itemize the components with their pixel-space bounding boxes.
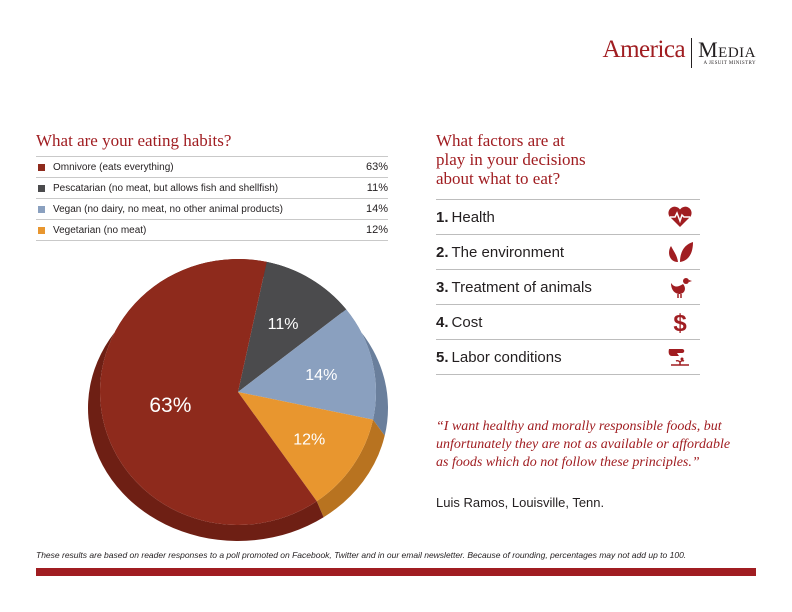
legend-label: Omnivore (eats everything) xyxy=(53,161,174,173)
factor-label: The environment xyxy=(451,243,565,261)
legend-swatch xyxy=(38,163,45,171)
legend-row: Vegetarian (no meat) 12% xyxy=(36,219,388,241)
factors-question-line: about what to eat? xyxy=(436,169,561,188)
factor-row: 5. Labor conditions xyxy=(436,339,700,375)
legend-row: Pescatarian (no meat, but allows fish an… xyxy=(36,177,388,198)
pie-legend: Omnivore (eats everything) 63% Pescatari… xyxy=(36,156,388,241)
pie-slice xyxy=(238,261,347,392)
pie-slice xyxy=(99,259,317,525)
factor-label: Cost xyxy=(451,313,483,331)
heart-pulse-icon xyxy=(660,206,700,228)
america-media-logo: America Media A JESUIT MINISTRY xyxy=(603,36,756,70)
factor-rank: 5. xyxy=(436,348,449,366)
bottom-rule xyxy=(36,568,756,576)
factor-label: Labor conditions xyxy=(451,348,562,366)
factor-row: 3. Treatment of animals xyxy=(436,269,700,304)
factor-rank: 3. xyxy=(436,278,449,296)
factor-row: 2. The environment xyxy=(436,234,700,269)
chicken-icon xyxy=(660,275,700,299)
factors-question-line: play in your decisions xyxy=(436,150,586,169)
reader-quote: “I want healthy and morally responsible … xyxy=(436,419,731,470)
pie-slice xyxy=(238,392,373,502)
factors-question-line: What factors are at xyxy=(436,131,565,150)
factor-row: 4. Cost $ xyxy=(436,304,700,339)
logo-media-text: Media xyxy=(698,37,756,62)
pie-slice xyxy=(238,309,376,420)
pie-slice-label: 14% xyxy=(305,367,337,384)
legend-label: Pescatarian (no meat, but allows fish an… xyxy=(53,182,279,194)
hand-seed-icon xyxy=(660,345,700,369)
factor-rank: 2. xyxy=(436,243,449,261)
legend-label: Vegan (no dairy, no meat, no other anima… xyxy=(53,203,283,215)
factor-label: Health xyxy=(451,208,495,226)
legend-label: Vegetarian (no meat) xyxy=(53,224,147,236)
svg-text:$: $ xyxy=(673,310,687,335)
logo-america-text: America xyxy=(602,36,686,63)
factor-rank: 1. xyxy=(436,208,449,226)
pie-slice-side xyxy=(346,309,388,436)
legend-percent: 14% xyxy=(365,203,388,215)
legend-percent: 63% xyxy=(365,161,388,173)
legend-percent: 12% xyxy=(365,224,388,236)
footnote: These results are based on reader respon… xyxy=(36,550,687,560)
legend-swatch xyxy=(38,226,45,234)
pie-slice-label: 11% xyxy=(268,316,299,333)
factor-row: 1. Health xyxy=(436,199,700,234)
logo-tagline: A JESUIT MINISTRY xyxy=(703,61,756,66)
eating-habits-question: What are your eating habits? xyxy=(36,131,232,150)
legend-swatch xyxy=(38,184,45,192)
pie-slice-side xyxy=(87,259,324,541)
legend-percent: 11% xyxy=(366,182,388,194)
quote-author: Luis Ramos, Louisville, Tenn. xyxy=(436,495,605,510)
dollar-icon: $ xyxy=(660,309,700,335)
logo-right: Media A JESUIT MINISTRY xyxy=(692,36,756,66)
factor-rank: 4. xyxy=(436,313,449,331)
factors-question: What factors are at play in your decisio… xyxy=(436,131,656,188)
leaf-icon xyxy=(660,240,700,264)
legend-row: Vegan (no dairy, no meat, no other anima… xyxy=(36,198,388,219)
pie-slice-label: 12% xyxy=(293,432,325,449)
legend-row: Omnivore (eats everything) 63% xyxy=(36,156,388,177)
pie-slice-side xyxy=(316,419,385,518)
factors-list: 1. Health 2. The environment 3. Treatmen… xyxy=(436,199,700,375)
legend-swatch xyxy=(38,205,45,213)
logo-divider xyxy=(691,38,693,68)
pie-slice-label: 63% xyxy=(149,394,191,417)
factor-label: Treatment of animals xyxy=(451,278,592,296)
